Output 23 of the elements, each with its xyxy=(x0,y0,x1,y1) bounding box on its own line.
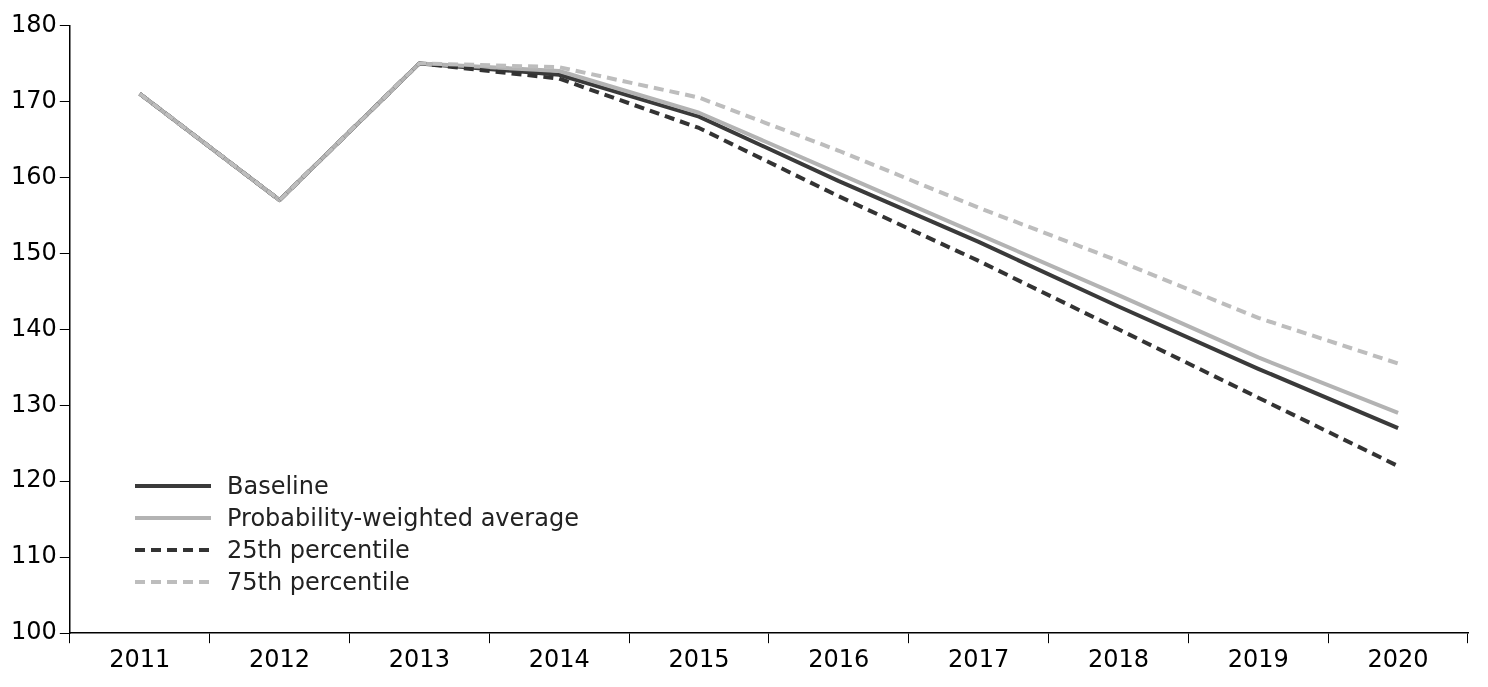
legend-label: Baseline xyxy=(227,472,329,500)
x-tick-label: 2013 xyxy=(388,644,450,673)
x-tick-label: 2017 xyxy=(948,644,1010,673)
x-tick-label: 2012 xyxy=(249,644,311,673)
x-tick-label: 2011 xyxy=(109,644,171,673)
y-tick-label: 160 xyxy=(11,161,57,190)
x-tick-label: 2019 xyxy=(1227,644,1289,673)
x-tick-label: 2015 xyxy=(668,644,730,673)
x-tick-label: 2016 xyxy=(808,644,870,673)
y-tick-label: 180 xyxy=(11,9,57,38)
y-tick-label: 150 xyxy=(11,237,57,266)
legend-label: 75th percentile xyxy=(227,568,410,596)
y-tick-label: 100 xyxy=(11,617,57,646)
x-tick-label: 2020 xyxy=(1367,644,1429,673)
x-tick-label: 2014 xyxy=(528,644,590,673)
y-tick-label: 140 xyxy=(11,313,57,342)
legend-label: 25th percentile xyxy=(227,536,410,564)
y-tick-label: 110 xyxy=(11,541,57,570)
y-tick-label: 120 xyxy=(11,465,57,494)
x-tick-label: 2018 xyxy=(1087,644,1149,673)
y-tick-label: 130 xyxy=(11,389,57,418)
legend-label: Probability-weighted average xyxy=(227,504,579,532)
y-tick-label: 170 xyxy=(11,85,57,114)
